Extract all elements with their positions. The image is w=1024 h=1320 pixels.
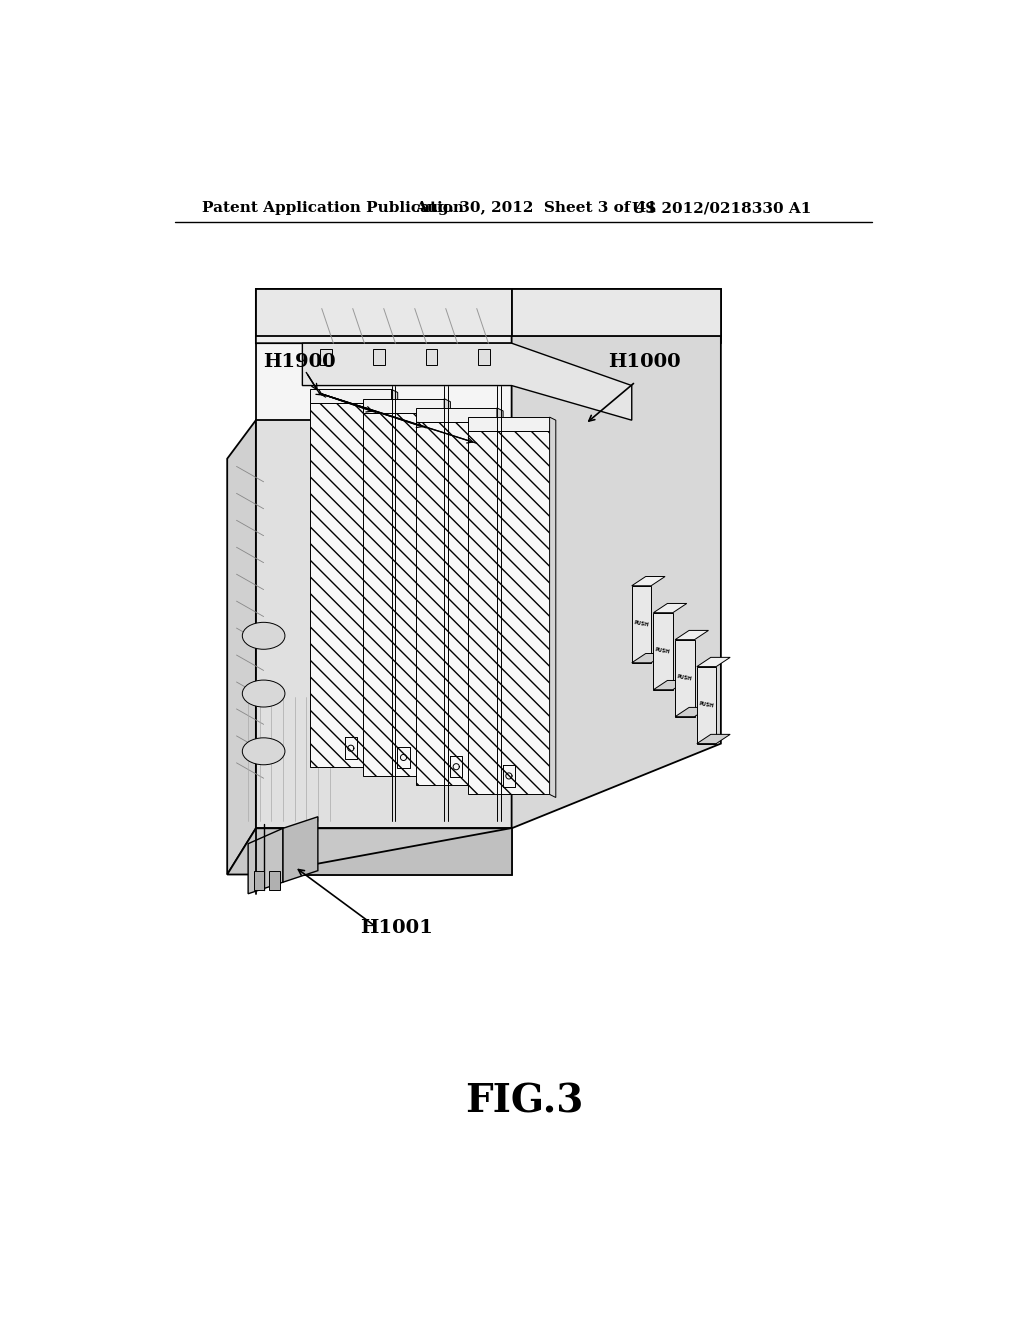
- Polygon shape: [362, 399, 444, 412]
- Text: H1000: H1000: [608, 354, 681, 371]
- Polygon shape: [632, 577, 665, 586]
- Polygon shape: [478, 350, 489, 364]
- Polygon shape: [697, 657, 730, 667]
- Polygon shape: [227, 420, 256, 875]
- Polygon shape: [373, 350, 385, 364]
- Polygon shape: [227, 829, 512, 875]
- Polygon shape: [632, 586, 651, 663]
- Polygon shape: [310, 404, 391, 767]
- Polygon shape: [248, 829, 283, 894]
- Polygon shape: [697, 734, 730, 743]
- Polygon shape: [675, 708, 709, 717]
- Polygon shape: [653, 603, 687, 612]
- Polygon shape: [302, 343, 632, 420]
- Text: PUSH: PUSH: [677, 675, 692, 682]
- Text: PUSH: PUSH: [698, 701, 714, 709]
- Text: Patent Application Publication: Patent Application Publication: [202, 202, 464, 215]
- Polygon shape: [550, 417, 556, 797]
- Text: PUSH: PUSH: [654, 647, 671, 655]
- Polygon shape: [269, 871, 280, 890]
- Polygon shape: [310, 389, 391, 404]
- Text: US 2012/0218330 A1: US 2012/0218330 A1: [632, 202, 811, 215]
- Polygon shape: [256, 420, 512, 829]
- Polygon shape: [512, 335, 721, 829]
- Polygon shape: [254, 871, 264, 890]
- Polygon shape: [675, 640, 694, 717]
- Polygon shape: [362, 412, 444, 776]
- Text: H1900: H1900: [263, 354, 336, 371]
- Polygon shape: [497, 408, 503, 788]
- Polygon shape: [256, 289, 512, 490]
- Polygon shape: [632, 653, 665, 663]
- Polygon shape: [468, 417, 550, 430]
- Polygon shape: [416, 422, 497, 785]
- Polygon shape: [256, 289, 632, 385]
- Ellipse shape: [243, 622, 285, 649]
- Text: Aug. 30, 2012  Sheet 3 of 41: Aug. 30, 2012 Sheet 3 of 41: [415, 202, 656, 215]
- Ellipse shape: [243, 738, 285, 764]
- Polygon shape: [653, 612, 673, 689]
- Text: PUSH: PUSH: [633, 620, 649, 628]
- Polygon shape: [256, 289, 512, 335]
- Polygon shape: [391, 389, 397, 770]
- Polygon shape: [444, 399, 451, 779]
- Ellipse shape: [243, 680, 285, 708]
- Polygon shape: [675, 631, 709, 640]
- Polygon shape: [653, 681, 687, 689]
- Text: H1001: H1001: [360, 920, 433, 937]
- Text: FIG.3: FIG.3: [466, 1082, 584, 1121]
- Polygon shape: [697, 667, 716, 743]
- Polygon shape: [416, 408, 497, 422]
- Polygon shape: [321, 350, 332, 364]
- Polygon shape: [468, 430, 550, 795]
- Polygon shape: [283, 817, 317, 882]
- Polygon shape: [426, 350, 437, 364]
- Polygon shape: [512, 289, 721, 343]
- Polygon shape: [256, 829, 512, 875]
- Polygon shape: [512, 289, 721, 335]
